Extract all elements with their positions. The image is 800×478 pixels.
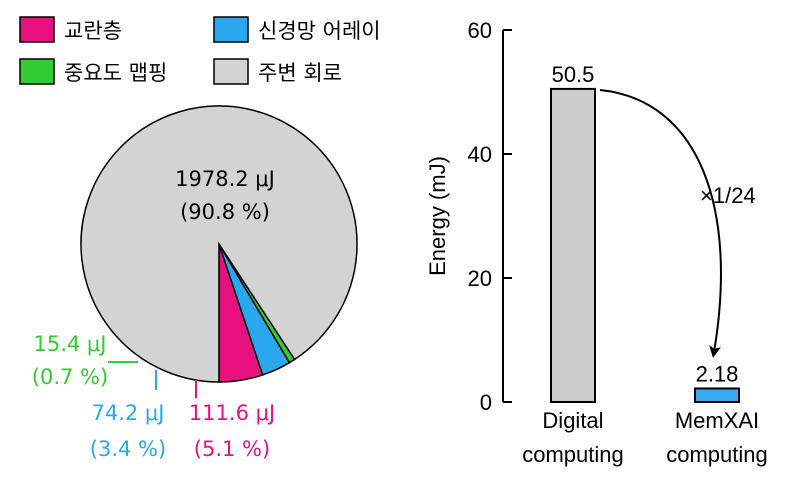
- pie-slice-3: [80, 105, 358, 383]
- pie-label-energy-0: 111.6 μJ: [189, 401, 275, 425]
- bar-0: [550, 87, 596, 404]
- category-label-0-line1: Digital: [542, 408, 603, 433]
- y-tick-label-2: 40: [468, 142, 492, 167]
- legend-swatch-1: [213, 16, 249, 43]
- pie-label-percent-0: (5.1 %): [194, 437, 270, 461]
- pie-chart: [80, 105, 358, 383]
- bar-1: [694, 387, 740, 404]
- pie-label-percent-3: (90.8 %): [180, 200, 270, 224]
- bar-value-label-1: 2.18: [696, 361, 739, 386]
- y-tick-label-1: 20: [468, 266, 492, 291]
- legend-swatch-0: [19, 16, 55, 43]
- reduction-arrow: [599, 89, 722, 358]
- legend-swatch-3: [213, 58, 249, 85]
- legend-label-2: 중요도 맵핑: [64, 61, 167, 85]
- bar-value-label-0: 50.5: [552, 62, 595, 87]
- pie-label-energy-2: 15.4 μJ: [34, 332, 107, 356]
- bar-chart: 0 20 40 60 Energy (mJ) 50.5 2.18 Digital co…: [425, 18, 768, 467]
- legend-label-0: 교란층: [64, 19, 122, 43]
- legend-label-3: 주변 회로: [258, 61, 342, 85]
- category-label-1-line1: MemXAI: [675, 408, 759, 433]
- pie-label-percent-1: (3.4 %): [90, 437, 166, 461]
- legend-swatch-2: [19, 58, 55, 85]
- legend-label-1: 신경망 어레이: [258, 19, 381, 43]
- y-ticks: 0 20 40 60: [468, 18, 512, 415]
- pie-labels: 1978.2 μJ (90.8 %) 15.4 μJ (0.7 %) 74.2 …: [32, 167, 275, 461]
- pie-label-energy-1: 74.2 μJ: [92, 401, 165, 425]
- reduction-annotation: ×1/24: [700, 183, 756, 208]
- y-tick-label-0: 0: [480, 390, 492, 415]
- pie-label-energy-3: 1978.2 μJ: [175, 167, 275, 191]
- y-tick-label-3: 60: [468, 18, 492, 43]
- category-label-1-line2: computing: [666, 442, 768, 467]
- y-axis-title: Energy (mJ): [425, 156, 450, 276]
- pie-label-percent-2: (0.7 %): [32, 365, 108, 389]
- category-label-0-line2: computing: [522, 442, 624, 467]
- pie-legend: 교란층 신경망 어레이 중요도 맵핑 주변 회로: [19, 16, 381, 85]
